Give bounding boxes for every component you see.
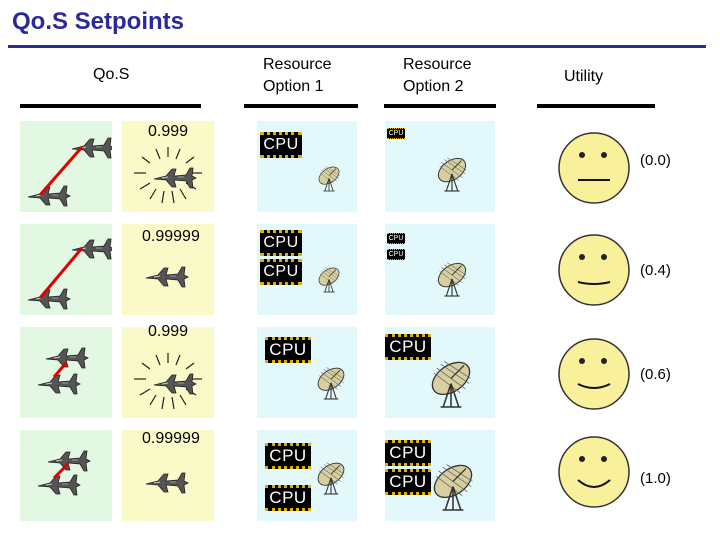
cpu-chip-icon: CPU xyxy=(265,443,311,469)
cpu-chip-icon: CPU xyxy=(385,440,431,466)
friendly-jet-icon xyxy=(37,474,81,496)
resource-opt2-row1: CPU xyxy=(385,121,495,212)
intact-jet-icon xyxy=(145,266,189,288)
enemy-jet-icon xyxy=(71,137,112,159)
enemy-jet-icon xyxy=(47,450,91,472)
satellite-dish-icon xyxy=(433,153,471,192)
enemy-jet-icon xyxy=(71,238,112,260)
intact-jet-icon xyxy=(145,472,189,494)
utility-value-row4: (1.0) xyxy=(640,470,671,487)
qos-panel-row3: 0.999 xyxy=(122,323,214,418)
cpu-chip-icon: CPU xyxy=(260,132,302,158)
utility-face-row3 xyxy=(556,336,632,412)
utility-face-row4 xyxy=(556,434,632,510)
utility-face-row2 xyxy=(556,232,632,308)
header-resource-option-1-line1: Resource xyxy=(263,56,332,73)
cpu-chip-icon: CPU xyxy=(387,233,405,244)
header-resource-option-2: Resource Option 2 xyxy=(403,54,471,98)
cpu-chip-icon: CPU xyxy=(260,259,302,285)
hit-jet-icon xyxy=(153,373,197,395)
cpu-chip-icon: CPU xyxy=(387,249,405,260)
resource-opt1-row3: CPU xyxy=(257,327,357,418)
qos-value-row3: 0.999 xyxy=(148,323,189,340)
engagement-arrow xyxy=(38,146,84,196)
header-qos-rule xyxy=(20,104,201,108)
satellite-dish-icon xyxy=(313,458,349,495)
friendly-jet-icon xyxy=(37,373,81,395)
resource-opt1-row1: CPU xyxy=(257,121,357,212)
utility-value-row1: (0.0) xyxy=(640,152,671,169)
cpu-chip-icon: CPU xyxy=(385,469,431,495)
satellite-dish-icon xyxy=(427,458,479,511)
friendly-jet-icon xyxy=(27,288,71,310)
title-divider xyxy=(8,45,706,48)
header-resource-option-2-rule xyxy=(384,104,496,108)
resource-opt1-row4: CPU CPU xyxy=(257,430,357,521)
engagement-panel-row3 xyxy=(20,327,112,418)
header-resource-option-2-line1: Resource xyxy=(403,56,472,73)
satellite-dish-icon xyxy=(315,264,343,293)
cpu-chip-icon: CPU xyxy=(265,485,311,511)
hit-jet-icon xyxy=(153,167,197,189)
enemy-jet-icon xyxy=(45,347,89,369)
utility-value-row2: (0.4) xyxy=(640,262,671,279)
resource-opt2-row2: CPU CPU xyxy=(385,224,495,315)
resource-opt2-row3: CPU xyxy=(385,327,495,418)
header-qos: Qo.S xyxy=(93,66,130,83)
engagement-arrow xyxy=(52,362,68,378)
qos-value-row1: 0.999 xyxy=(148,123,189,140)
utility-face-row1 xyxy=(556,130,632,206)
qos-value-row4: 0.99999 xyxy=(142,430,200,447)
satellite-dish-icon xyxy=(433,258,471,297)
engagement-panel-row4 xyxy=(20,430,112,521)
header-resource-option-2-line2: Option 2 xyxy=(403,78,464,95)
qos-value-row2: 0.99999 xyxy=(142,228,200,245)
header-resource-option-1: Resource Option 1 xyxy=(263,54,331,98)
engagement-panel-row1 xyxy=(20,121,112,212)
qos-panel-row4: 0.99999 xyxy=(122,430,214,521)
header-utility-rule xyxy=(537,104,655,108)
cpu-chip-icon: CPU xyxy=(260,230,302,256)
utility-value-row3: (0.6) xyxy=(640,366,671,383)
satellite-dish-icon xyxy=(313,363,349,400)
page-title: Qo.S Setpoints xyxy=(12,8,185,35)
friendly-jet-icon xyxy=(27,185,71,207)
header-resource-option-1-rule xyxy=(244,104,358,108)
cpu-chip-icon: CPU xyxy=(385,334,431,360)
engagement-arrow xyxy=(38,247,84,299)
cpu-chip-icon: CPU xyxy=(387,128,405,139)
engagement-arrow xyxy=(52,462,70,480)
satellite-dish-icon xyxy=(425,355,477,408)
header-utility: Utility xyxy=(564,68,604,85)
qos-panel-row1: 0.999 xyxy=(122,121,214,212)
cpu-chip-icon: CPU xyxy=(265,337,311,363)
satellite-dish-icon xyxy=(315,163,343,192)
resource-opt1-row2: CPU CPU xyxy=(257,224,357,315)
engagement-panel-row2 xyxy=(20,224,112,315)
resource-opt2-row4: CPU CPU xyxy=(385,430,495,521)
qos-panel-row2: 0.99999 xyxy=(122,224,214,315)
header-resource-option-1-line2: Option 1 xyxy=(263,78,324,95)
